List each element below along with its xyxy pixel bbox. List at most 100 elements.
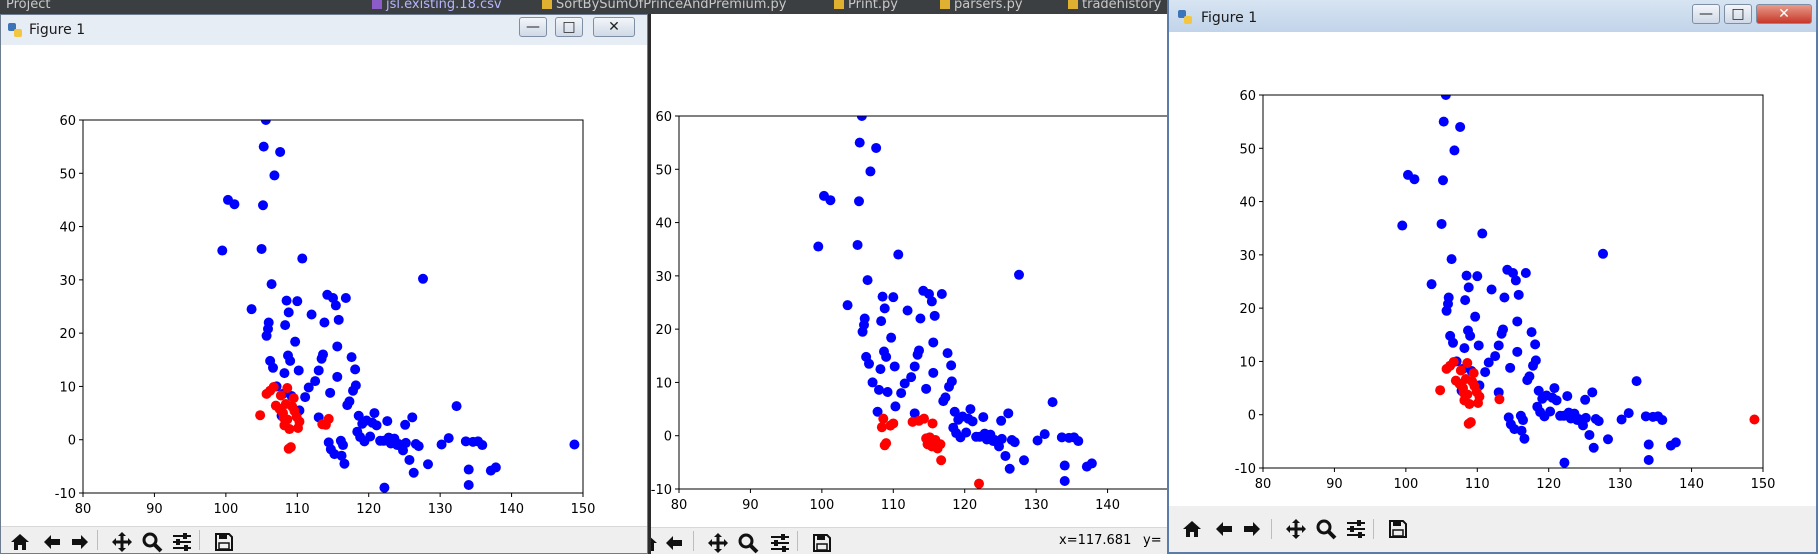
scatter-point-blue (1513, 289, 1524, 300)
zoom-button[interactable] (139, 529, 165, 553)
toolbar-separator (97, 530, 98, 550)
scatter-point-blue (1530, 355, 1541, 366)
x-tick-label: 120 (1536, 477, 1561, 492)
minimize-button[interactable]: — (1692, 4, 1720, 24)
scatter-point-blue (217, 245, 228, 256)
maximize-button[interactable]: □ (1724, 4, 1752, 24)
configure-subplots-button[interactable] (1343, 516, 1369, 542)
scatter-point-blue (1047, 397, 1058, 408)
ide-tab-csv[interactable]: jsl.existing.18.csv (372, 0, 502, 12)
title-bar[interactable]: Figure 1 — □ ✕ (1169, 0, 1816, 32)
configure-subplots-button[interactable] (169, 529, 195, 553)
scatter-point-blue (852, 239, 863, 250)
scatter-point-blue (1623, 408, 1634, 419)
plot-area[interactable]: 80 90 100 110 120 130 140 150 -10 0 10 20 30 40 50 60 (1, 45, 647, 533)
pan-button[interactable] (1283, 516, 1309, 542)
scatter-point-red (1455, 365, 1466, 376)
y-tick-label: 10 (1239, 355, 1256, 370)
scatter-point-blue (906, 372, 917, 383)
scatter-point-blue (281, 295, 292, 306)
scatter-point-blue (325, 387, 336, 398)
title-bar[interactable]: Figure 1 — □ ✕ (1, 15, 647, 45)
scatter-point-blue (290, 336, 301, 347)
save-button[interactable] (1385, 516, 1411, 542)
home-button[interactable] (1179, 516, 1205, 542)
forward-arrow-button[interactable] (67, 529, 93, 553)
save-button[interactable] (809, 530, 835, 554)
axes-frame (678, 115, 1171, 490)
ide-tab-sort[interactable]: SortBySumOfPrinceAndPremium.py (542, 0, 786, 12)
ide-project-tab[interactable]: Project (6, 0, 51, 12)
scatter-point-blue (1510, 275, 1521, 286)
scatter-point-blue (382, 416, 393, 427)
scatter-point-blue (1505, 362, 1516, 373)
scatter-point-blue (313, 365, 324, 376)
save-button[interactable] (211, 529, 237, 553)
scatter-point-blue (1593, 416, 1604, 427)
scatter-point-blue (1483, 357, 1494, 368)
close-button[interactable]: ✕ (593, 17, 635, 37)
plot-area[interactable]: 80 90 100 110 120 130 140 -10 0 10 20 30 40 50 60 (651, 14, 1171, 528)
zoom-button[interactable] (1313, 516, 1339, 542)
ide-tab-print[interactable]: Print.py (834, 0, 898, 12)
back-arrow-button[interactable] (1211, 516, 1237, 542)
home-button[interactable] (7, 529, 33, 553)
scatter-point-blue (1004, 463, 1015, 474)
scatter-point-blue (269, 170, 280, 181)
x-tick-label: 140 (1095, 498, 1120, 513)
scatter-point-blue (1670, 437, 1681, 448)
scatter-point-blue (344, 396, 355, 407)
scatter-point-blue (896, 388, 907, 399)
forward-arrow-button[interactable] (1239, 516, 1265, 542)
y-tick-label: 10 (655, 376, 672, 391)
scatter-point-blue (258, 141, 269, 152)
x-tick-label: 130 (428, 502, 453, 517)
plot-area[interactable]: 80 90 100 110 120 130 140 150 -10 0 10 20 30 40 50 60 (1169, 32, 1816, 508)
scatter-point-red (1435, 385, 1446, 396)
scatter-point-blue (1562, 391, 1573, 402)
scatter-point-blue (346, 352, 357, 363)
scatter-point-blue (928, 337, 939, 348)
x-tick-label: 90 (1326, 477, 1343, 492)
scatter-point-blue (936, 288, 947, 299)
scatter-point-blue (1587, 387, 1598, 398)
toolbar-separator (693, 531, 694, 551)
close-button[interactable]: ✕ (1756, 4, 1812, 24)
scatter-point-red (285, 442, 296, 453)
scatter-point-blue (365, 431, 376, 442)
y-tick-label: -10 (55, 487, 76, 502)
back-arrow-button[interactable] (39, 529, 65, 553)
minimize-button[interactable]: — (519, 17, 547, 37)
scatter-point-blue (1490, 351, 1501, 362)
window-title: Figure 1 (29, 22, 86, 38)
x-tick-label: 80 (671, 498, 688, 513)
pan-button[interactable] (705, 530, 731, 554)
back-arrow-icon (663, 532, 685, 554)
zoom-icon (737, 532, 759, 554)
scatter-point-blue (330, 300, 341, 311)
back-arrow-button[interactable] (661, 530, 687, 554)
scatter-point-blue (872, 406, 883, 417)
x-tick-label: 140 (1679, 477, 1704, 492)
figure-window-1: Figure 1 — □ ✕ 80 90 100 110 120 130 140 150 -10… (0, 14, 648, 554)
toolbar-separator (1271, 519, 1272, 539)
zoom-button[interactable] (735, 530, 761, 554)
home-button[interactable] (651, 530, 661, 554)
scatter-point-blue (408, 467, 419, 478)
scatter-point-blue (1438, 175, 1448, 186)
python-file-icon (542, 0, 552, 9)
pan-button[interactable] (109, 529, 135, 553)
maximize-button[interactable]: □ (555, 17, 583, 37)
scatter-point-red (255, 410, 266, 421)
y-tick-label: 20 (59, 327, 76, 342)
scatter-point-blue (1443, 292, 1454, 303)
configure-subplots-button[interactable] (767, 530, 793, 554)
ide-tab-parsers[interactable]: parsers.py (940, 0, 1023, 12)
ide-tab-tradehistory[interactable]: tradehistory (1068, 0, 1161, 12)
forward-arrow-icon (69, 531, 91, 553)
scatter-point-blue (463, 464, 474, 475)
x-tick-label: 80 (75, 502, 92, 517)
scatter-point-blue (1472, 271, 1483, 282)
scatter-point-blue (1530, 339, 1541, 350)
scatter-point-blue (825, 195, 836, 206)
